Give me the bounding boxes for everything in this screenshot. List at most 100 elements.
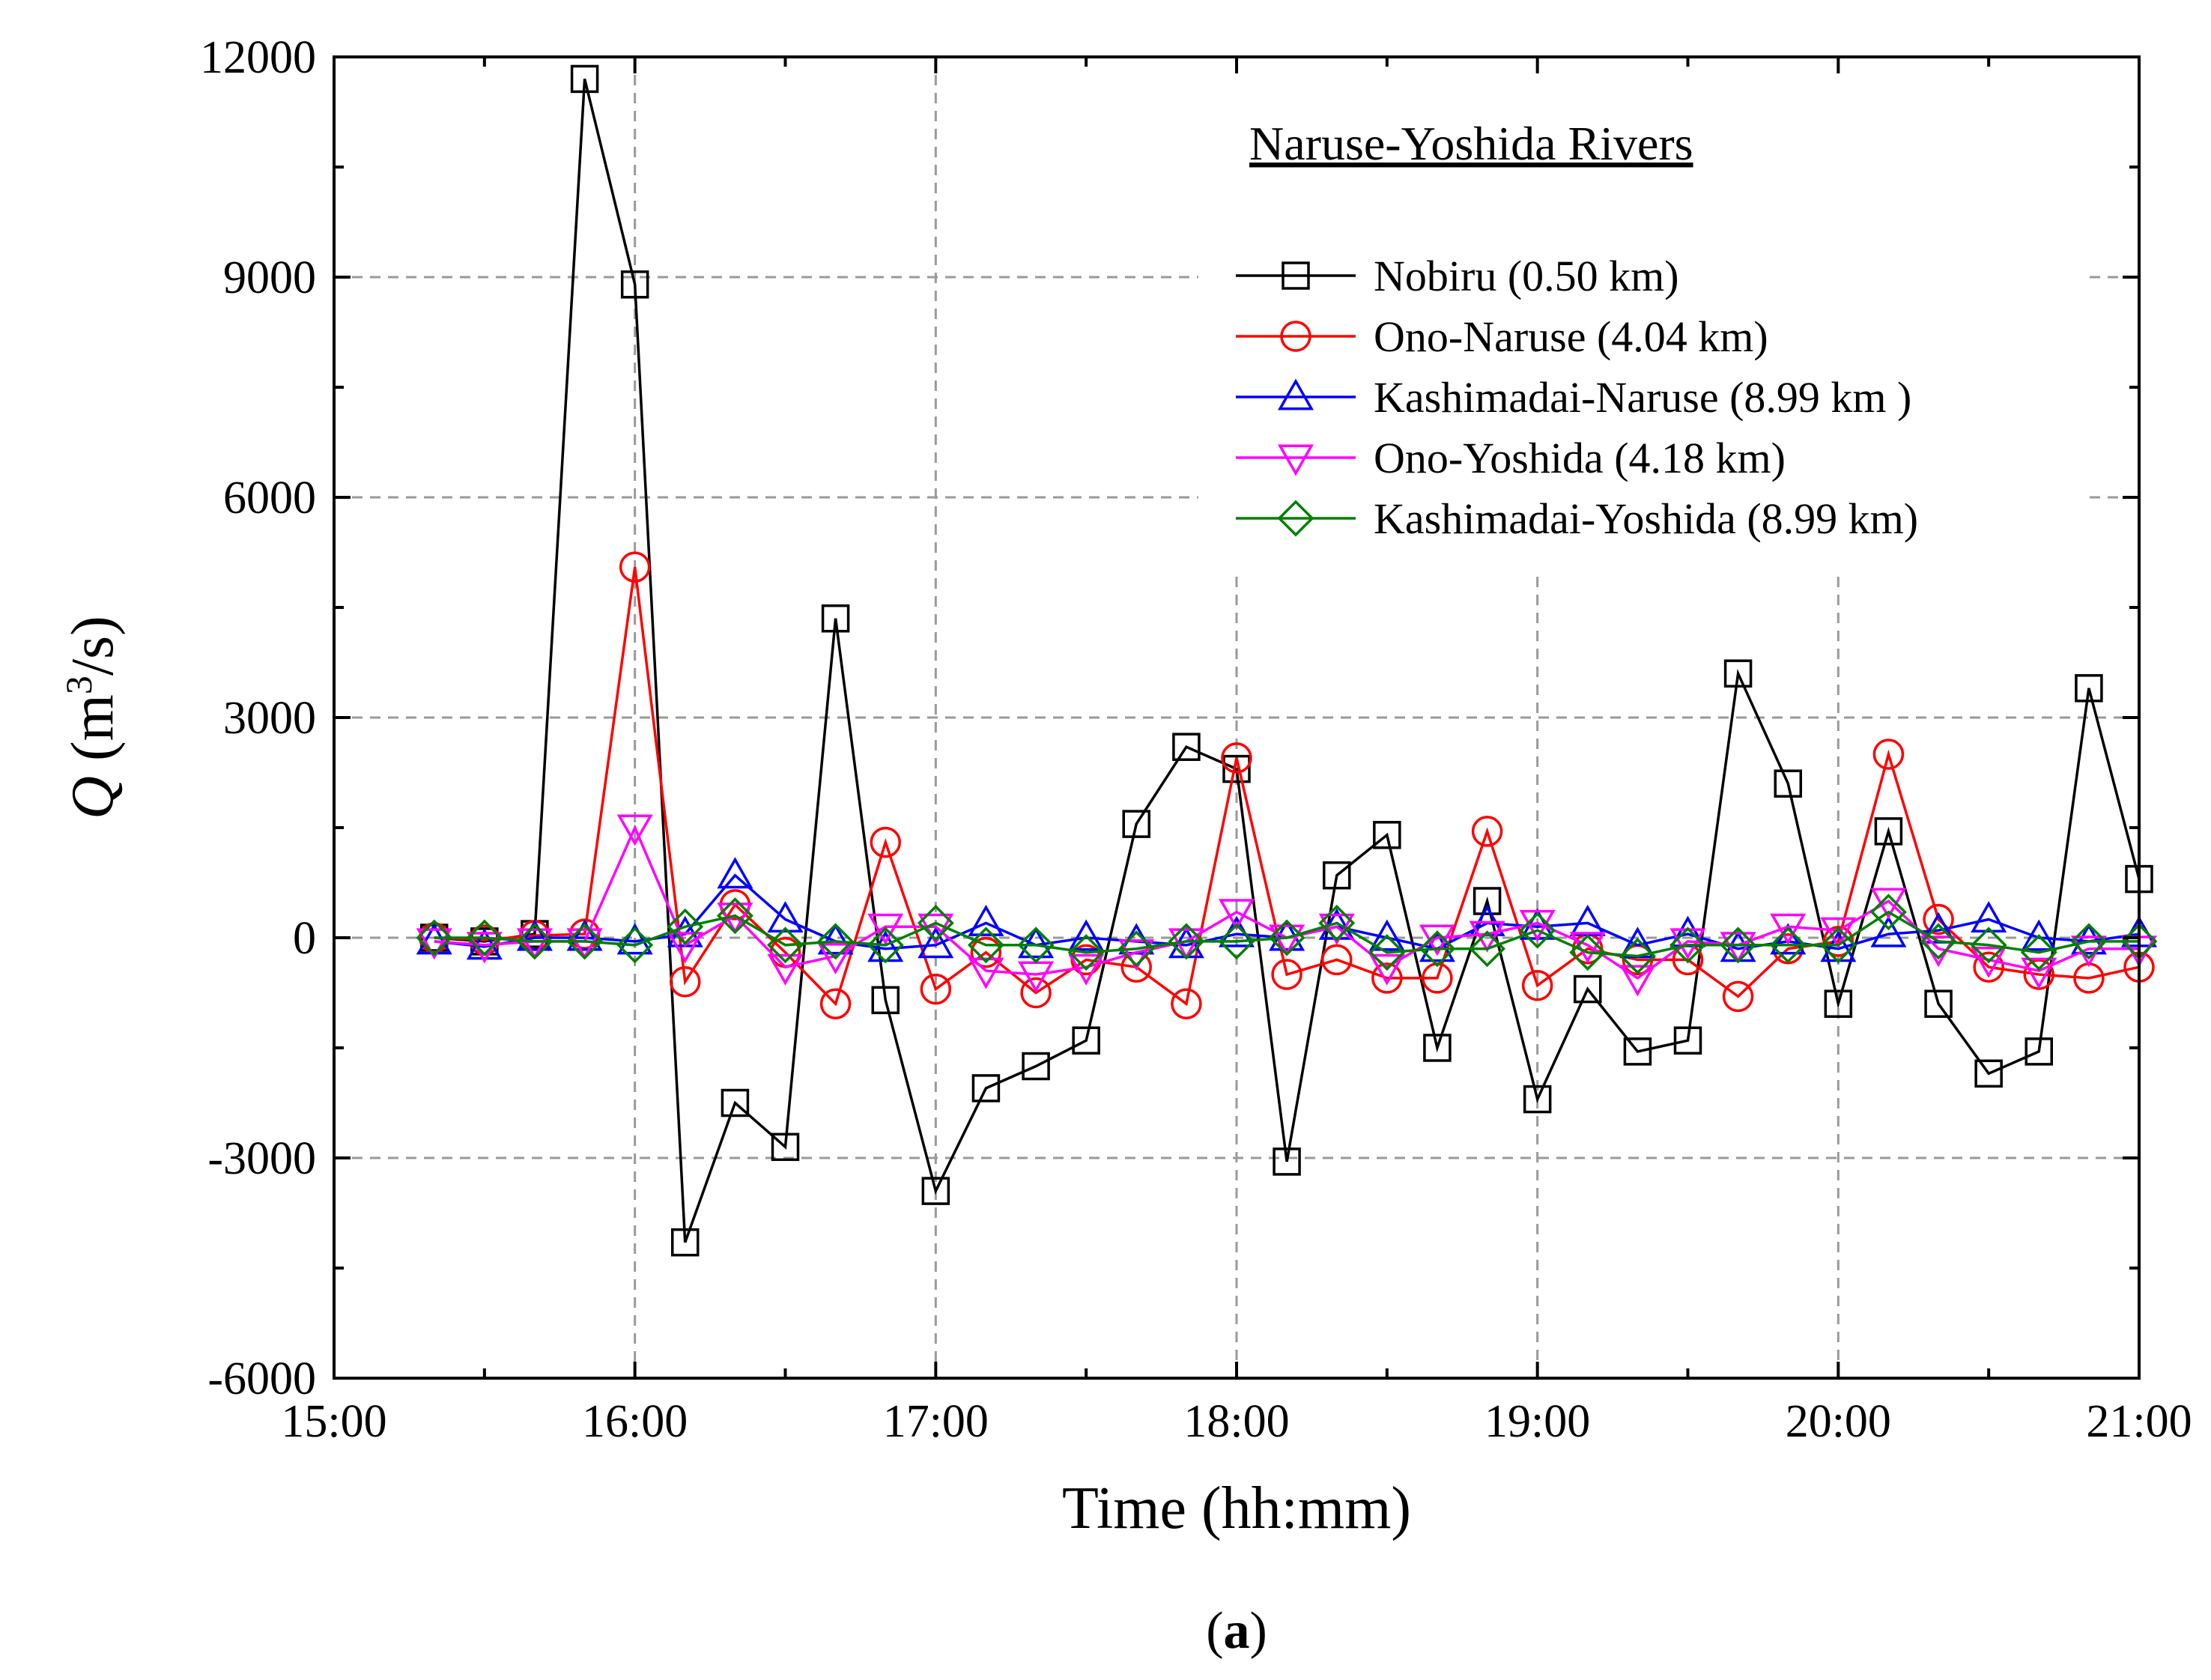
data-point bbox=[1068, 919, 1105, 951]
y-axis-title: Q (m3/s) bbox=[58, 616, 126, 819]
data-point bbox=[1869, 894, 1907, 931]
data-point bbox=[1117, 930, 1155, 968]
data-point bbox=[2021, 919, 2057, 951]
data-point bbox=[767, 953, 804, 986]
legend-entry: Ono-Yoshida (4.18 km) bbox=[1236, 434, 1786, 482]
data-point bbox=[817, 923, 855, 960]
data-point bbox=[1924, 989, 1953, 1018]
legend-title: Naruse-Yoshida Rivers bbox=[1249, 117, 1693, 170]
data-point bbox=[1271, 959, 1302, 990]
legend-marker bbox=[1277, 444, 1314, 476]
data-point bbox=[1623, 1037, 1652, 1066]
data-point bbox=[670, 1228, 700, 1257]
data-point bbox=[1419, 930, 1456, 968]
data-point bbox=[771, 1132, 800, 1162]
data-point bbox=[921, 1177, 950, 1205]
figure-caption: (a) bbox=[1206, 1602, 1267, 1660]
data-point bbox=[2070, 923, 2107, 955]
data-point bbox=[1673, 1026, 1702, 1055]
data-point bbox=[717, 857, 753, 889]
y-axis-unit-close: /s) bbox=[60, 616, 126, 676]
data-point bbox=[1222, 754, 1251, 783]
data-point bbox=[871, 986, 900, 1015]
data-point bbox=[1573, 974, 1602, 1004]
legend-entry: Ono-Naruse (4.04 km) bbox=[1236, 312, 1768, 361]
x-tick-label: 17:00 bbox=[883, 1396, 989, 1447]
data-point bbox=[1373, 821, 1401, 849]
data-point bbox=[1268, 919, 1305, 956]
data-point bbox=[2020, 934, 2057, 971]
x-tick-label: 21:00 bbox=[2086, 1396, 2192, 1447]
legend-entry: Kashimadai-Naruse (8.99 km ) bbox=[1236, 373, 1911, 422]
data-point bbox=[1368, 953, 1405, 986]
data-point bbox=[970, 936, 1002, 968]
data-point bbox=[1971, 946, 2007, 978]
data-point bbox=[1874, 817, 1903, 846]
legend-label: Ono-Naruse (4.04 km) bbox=[1374, 312, 1768, 361]
data-point bbox=[1067, 934, 1105, 971]
data-point bbox=[1368, 934, 1406, 971]
data-point bbox=[967, 927, 1004, 964]
data-point bbox=[1971, 900, 2007, 933]
data-point bbox=[1469, 921, 1505, 953]
caption-letter: a bbox=[1224, 1602, 1250, 1660]
legend: Nobiru (0.50 km) Ono-Naruse (4.04 km) Kash… bbox=[1236, 252, 1918, 543]
data-point bbox=[2025, 1037, 2053, 1066]
data-point bbox=[1118, 939, 1155, 971]
data-point bbox=[1218, 923, 1255, 960]
y-tick-label: -3000 bbox=[207, 1133, 316, 1184]
data-point bbox=[1273, 1147, 1301, 1176]
caption-close: ) bbox=[1250, 1602, 1267, 1660]
data-point bbox=[416, 928, 452, 960]
data-point bbox=[566, 923, 604, 960]
y-tick-label: 12000 bbox=[200, 32, 316, 83]
data-point bbox=[821, 604, 850, 633]
legend-marker bbox=[1277, 500, 1314, 537]
data-point bbox=[1920, 923, 1957, 960]
data-point bbox=[570, 64, 599, 94]
data-point bbox=[1923, 903, 1954, 935]
data-point bbox=[968, 957, 1004, 989]
y-tick-label: -6000 bbox=[207, 1353, 316, 1404]
x-tick-label: 20:00 bbox=[1786, 1396, 1891, 1447]
data-point bbox=[1020, 977, 1052, 1009]
data-point bbox=[516, 919, 553, 951]
data-point bbox=[1068, 953, 1105, 986]
y-tick-labels: -6000 -3000 0 3000 6000 9000 12000 bbox=[200, 32, 316, 1404]
data-point bbox=[917, 904, 954, 941]
series-5 bbox=[416, 894, 2158, 974]
data-point bbox=[1669, 927, 1706, 964]
data-point bbox=[1521, 969, 1553, 1001]
legend-marker bbox=[1280, 321, 1311, 352]
y-axis-unit-sup: 3 bbox=[58, 676, 100, 694]
data-point bbox=[416, 919, 453, 956]
axis-ticks bbox=[333, 55, 2141, 1380]
x-tick-labels: 15:00 16:00 17:00 18:00 19:00 20:00 21:00 bbox=[281, 1396, 2192, 1447]
data-point bbox=[1221, 742, 1252, 774]
data-point bbox=[516, 928, 553, 960]
data-point bbox=[1172, 733, 1201, 761]
data-point bbox=[721, 1088, 750, 1118]
data-point bbox=[1723, 659, 1753, 688]
data-point bbox=[1820, 917, 1857, 949]
grid bbox=[334, 57, 2139, 1378]
y-tick-label: 6000 bbox=[223, 473, 316, 524]
data-point bbox=[1122, 810, 1150, 838]
series-layer bbox=[416, 64, 2158, 1257]
data-point bbox=[1218, 899, 1255, 931]
data-point bbox=[667, 908, 704, 945]
data-point bbox=[2075, 674, 2103, 703]
data-point bbox=[867, 913, 904, 945]
data-point bbox=[1722, 980, 1754, 1013]
y-axis-unit-open: (m bbox=[60, 694, 126, 776]
data-point bbox=[1022, 1052, 1050, 1081]
data-point bbox=[971, 1074, 1001, 1103]
data-point bbox=[918, 913, 954, 945]
data-point bbox=[817, 923, 854, 955]
data-point bbox=[1970, 927, 2007, 964]
legend-label: Nobiru (0.50 km) bbox=[1374, 252, 1679, 300]
data-point bbox=[819, 988, 852, 1019]
data-point bbox=[2070, 923, 2108, 960]
legend-label: Ono-Yoshida (4.18 km) bbox=[1374, 434, 1786, 482]
data-point bbox=[566, 928, 603, 960]
